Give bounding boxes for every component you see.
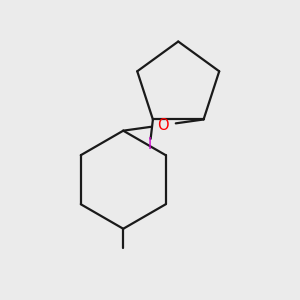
Text: I: I [148,137,152,152]
Text: O: O [158,118,169,133]
